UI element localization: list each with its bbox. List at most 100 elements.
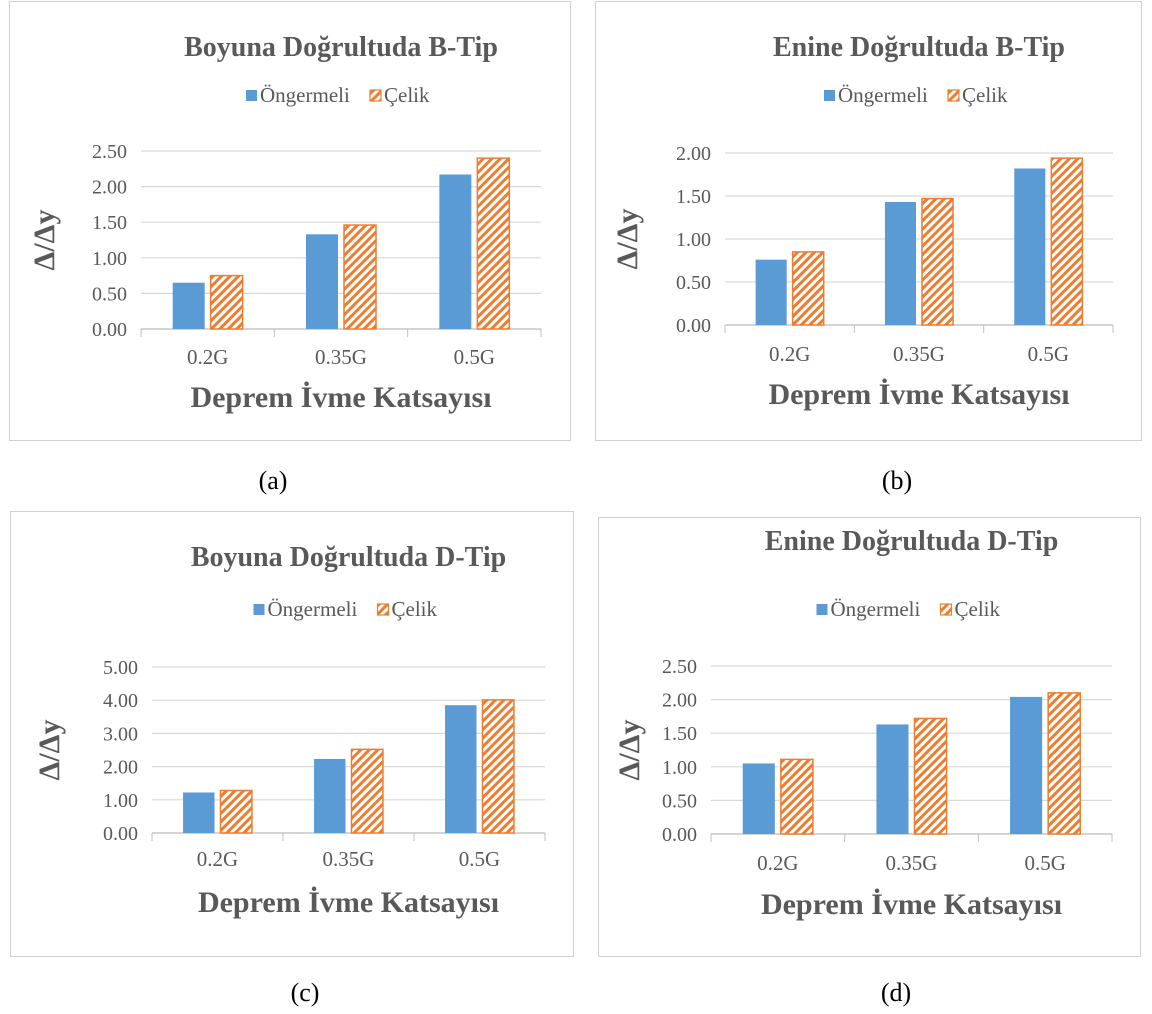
x-tick-label: 0.2G [769, 342, 810, 366]
bar-celik [1047, 692, 1081, 835]
bar-ongermeli [1010, 696, 1043, 834]
y-tick-label: 2.00 [662, 690, 697, 712]
chart-panel-a: Boyuna Doğrultuda B-Tip Öngermeli Çelik 0.0… [9, 1, 571, 441]
bar-ongermeli [439, 174, 472, 329]
y-tick-label: 4.00 [103, 690, 138, 712]
x-axis-label: Deprem İvme Katsayısı [198, 886, 499, 919]
y-tick-label: 1.00 [662, 757, 697, 779]
y-tick-label: 2.00 [103, 757, 138, 779]
x-tick-label: 0.35G [893, 342, 945, 366]
bar-celik [1050, 157, 1084, 326]
caption-a: (a) [258, 466, 288, 495]
legend-label-celik: Çelik [392, 597, 438, 621]
legend: Öngermeli Çelik [816, 597, 1001, 621]
caption-b: (b) [881, 466, 913, 495]
legend-label-celik: Çelik [384, 83, 430, 107]
bar-celik [791, 251, 825, 326]
bar-celik [219, 789, 253, 834]
x-tick-label: 0.5G [1024, 851, 1065, 875]
bar-celik [780, 758, 814, 835]
chart-svg: Boyuna Doğrultuda D-Tip Öngermeli Çelik 0.0… [33, 542, 546, 919]
x-tick-label: 0.5G [459, 847, 500, 871]
bar-ongermeli [306, 234, 338, 329]
chart-title: Boyuna Doğrultuda D-Tip [191, 542, 506, 573]
legend-swatch-ongermeli [816, 604, 828, 615]
bar-ongermeli [884, 202, 916, 325]
x-tick-label: 0.35G [886, 851, 938, 875]
bar-celik [921, 197, 954, 326]
legend: Öngermeli Çelik [253, 597, 438, 621]
x-tick-label: 0.35G [315, 345, 367, 369]
y-axis-label: Δ/Δy [28, 210, 61, 271]
y-axis-label: Δ/Δy [611, 209, 644, 270]
legend-swatch-celik [376, 603, 390, 616]
x-tick-label: 0.5G [454, 345, 495, 369]
x-tick-label: 0.2G [187, 345, 228, 369]
legend-swatch-celik [947, 89, 960, 102]
y-tick-label: 2.00 [676, 143, 711, 165]
y-tick-label: 1.00 [103, 790, 138, 812]
legend-swatch-ongermeli [824, 90, 835, 101]
chart-panel-c: Boyuna Doğrultuda D-Tip Öngermeli Çelik 0.0… [10, 511, 574, 957]
bar-ongermeli [876, 724, 909, 834]
y-tick-label: 1.00 [676, 229, 711, 251]
bar-ongermeli [314, 758, 346, 833]
y-tick-label: 2.00 [92, 177, 127, 199]
legend-label-ongermeli: Öngermeli [260, 83, 350, 107]
x-tick-label: 0.35G [323, 847, 375, 871]
legend-swatch-ongermeli [253, 604, 265, 615]
y-tick-label: 0.00 [676, 315, 711, 337]
y-tick-label: 3.00 [103, 723, 138, 745]
legend-label-ongermeli: Öngermeli [268, 597, 358, 621]
y-tick-label: 0.50 [676, 272, 711, 294]
legend-swatch-ongermeli [246, 90, 257, 101]
y-axis-label: Δ/Δy [33, 720, 66, 781]
legend-label-celik: Çelik [955, 597, 1001, 621]
bar-celik [476, 157, 511, 330]
bar-ongermeli [755, 259, 787, 325]
bar-celik [209, 274, 244, 330]
y-tick-label: 5.00 [103, 657, 138, 679]
chart-title: Enine Doğrultuda D-Tip [765, 526, 1059, 557]
chart-svg: Enine Doğrultuda B-Tip Öngermeli Çelik 0.00… [611, 32, 1114, 411]
bar-ongermeli [742, 763, 775, 834]
caption-c: (c) [290, 978, 320, 1007]
legend: Öngermeli Çelik [824, 83, 1008, 107]
y-tick-label: 0.00 [92, 319, 127, 341]
x-tick-label: 0.2G [757, 851, 798, 875]
legend-swatch-celik [369, 89, 382, 102]
bar-celik [481, 699, 515, 834]
x-tick-label: 0.5G [1028, 342, 1069, 366]
x-axis-label: Deprem İvme Katsayısı [190, 381, 491, 414]
legend-label-ongermeli: Öngermeli [838, 83, 928, 107]
bar-ongermeli [172, 282, 205, 329]
bar-celik [343, 224, 377, 330]
chart-panel-d: Enine Doğrultuda D-Tip Öngermeli Çelik 0.00… [598, 517, 1141, 957]
y-tick-label: 2.50 [92, 141, 127, 163]
bar-ongermeli [445, 705, 477, 833]
x-axis-label: Deprem İvme Katsayısı [768, 378, 1069, 411]
y-tick-label: 2.50 [662, 656, 697, 678]
legend: Öngermeli Çelik [246, 83, 430, 107]
bar-celik [350, 748, 384, 834]
bar-ongermeli [1014, 168, 1046, 325]
legend-label-ongermeli: Öngermeli [831, 597, 921, 621]
y-tick-label: 0.00 [662, 824, 697, 846]
x-tick-label: 0.2G [197, 847, 238, 871]
legend-label-celik: Çelik [962, 83, 1008, 107]
bar-celik [913, 717, 948, 835]
y-tick-label: 0.00 [103, 823, 138, 845]
chart-title: Enine Doğrultuda B-Tip [773, 32, 1065, 63]
y-tick-label: 1.50 [662, 723, 697, 745]
y-tick-label: 1.50 [676, 186, 711, 208]
y-tick-label: 1.50 [92, 212, 127, 234]
caption-d: (d) [880, 978, 912, 1007]
chart-svg: Enine Doğrultuda D-Tip Öngermeli Çelik 0.00… [613, 526, 1113, 921]
y-tick-label: 0.50 [92, 283, 127, 305]
y-tick-label: 1.00 [92, 248, 127, 270]
chart-panel-b: Enine Doğrultuda B-Tip Öngermeli Çelik 0.00… [595, 1, 1142, 441]
y-tick-label: 0.50 [662, 790, 697, 812]
x-axis-label: Deprem İvme Katsayısı [761, 888, 1062, 921]
legend-swatch-celik [939, 603, 953, 616]
bar-ongermeli [183, 792, 215, 833]
